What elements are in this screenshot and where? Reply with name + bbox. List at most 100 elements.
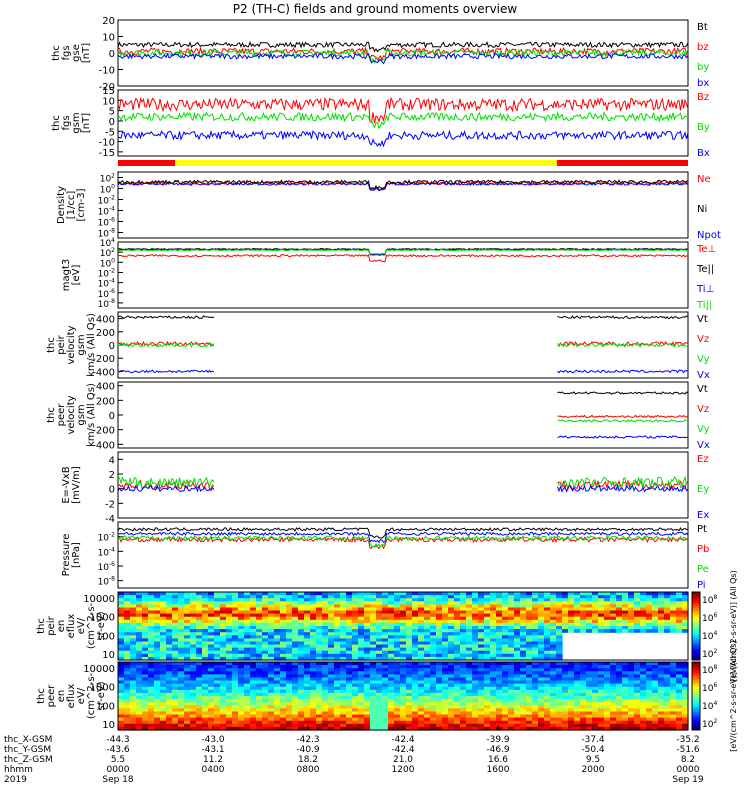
heatmap-cell [496, 619, 503, 624]
heatmap-cell [358, 723, 365, 728]
heatmap-cell [520, 601, 527, 605]
heatmap-cell [322, 610, 329, 615]
heatmap-cell [640, 680, 647, 685]
heatmap-cell [316, 622, 323, 627]
heatmap-cell [652, 622, 659, 627]
heatmap-cell [658, 699, 665, 703]
heatmap-cell [682, 686, 689, 691]
heatmap-cell [352, 665, 359, 669]
heatmap-cell [628, 626, 635, 630]
heatmap-cell [394, 641, 401, 646]
heatmap-cell [442, 671, 449, 675]
heatmap-cell [502, 723, 509, 728]
heatmap-cell [118, 632, 125, 636]
heatmap-cell [286, 601, 293, 605]
heatmap-cell [406, 641, 413, 646]
heatmap-cell [304, 650, 311, 655]
heatmap-cell [262, 635, 269, 639]
heatmap-cell [508, 613, 515, 618]
heatmap-cell [190, 632, 197, 636]
heatmap-cell [430, 674, 437, 679]
heatmap-cell [274, 644, 281, 649]
heatmap-cell [640, 696, 647, 700]
y-axis-label-line: thc [46, 337, 57, 353]
heatmap-cell [604, 662, 611, 666]
y-axis-label-line: velocity [66, 325, 77, 364]
heatmap-cell [478, 692, 485, 697]
heatmap-cell [322, 619, 329, 624]
series-line-Npot [117, 182, 689, 192]
heatmap-cell [184, 665, 191, 669]
heatmap-cell [328, 726, 335, 731]
heatmap-cell [622, 607, 629, 612]
heatmap-cell [514, 598, 521, 602]
heatmap-cell [412, 717, 419, 722]
heatmap-cell [436, 622, 443, 627]
heatmap-cell [670, 674, 677, 679]
heatmap-cell [430, 699, 437, 703]
heatmap-cell [124, 662, 131, 666]
heatmap-cell [448, 714, 455, 719]
heatmap-cell [364, 683, 371, 688]
colorbar-frame [691, 661, 701, 731]
heatmap-cell [316, 601, 323, 605]
heatmap-cell [604, 683, 611, 688]
heatmap-cell [502, 662, 509, 666]
heatmap-cell [166, 635, 173, 639]
heatmap-cell [478, 656, 485, 661]
heatmap-cell [550, 671, 557, 675]
heatmap-cell [232, 641, 239, 646]
heatmap-cell [568, 683, 575, 688]
heatmap-cell [154, 665, 161, 669]
heatmap-cell [586, 686, 593, 691]
heatmap-cell [184, 702, 191, 706]
heatmap-cell [274, 598, 281, 602]
heatmap-cell [640, 626, 647, 630]
series-line-Pi [117, 531, 689, 544]
heatmap-cell [508, 635, 515, 639]
heatmap-cell [364, 723, 371, 728]
heatmap-cell [220, 622, 227, 627]
heatmap-cell [400, 622, 407, 627]
y-tick-label: 10-8 [98, 298, 116, 310]
heatmap-cell [526, 619, 533, 624]
heatmap-cell [172, 616, 179, 621]
heatmap-cell [448, 604, 455, 609]
heatmap-cell [640, 619, 647, 624]
heatmap-cell [268, 626, 275, 630]
heatmap-cell [190, 686, 197, 691]
heatmap-cell [250, 683, 257, 688]
heatmap-cell [442, 680, 449, 685]
heatmap-cell [682, 610, 689, 615]
heatmap-cell [544, 689, 551, 694]
heatmap-cell [172, 683, 179, 688]
heatmap-cell [316, 717, 323, 722]
heatmap-cell [442, 622, 449, 627]
heatmap-cell [412, 607, 419, 612]
heatmap-cell [334, 665, 341, 669]
heatmap-cell [130, 720, 137, 725]
heatmap-cell [610, 677, 617, 682]
heatmap-cell [358, 717, 365, 722]
y-axis-label-line: thc [36, 618, 47, 634]
heatmap-cell [316, 711, 323, 716]
heatmap-cell [142, 680, 149, 685]
heatmap-cell [406, 674, 413, 679]
heatmap-cell [634, 699, 641, 703]
heatmap-cell [454, 647, 461, 652]
heatmap-cell [370, 598, 377, 602]
heatmap-cell [118, 680, 125, 685]
heatmap-cell [550, 702, 557, 706]
heatmap-cell [328, 662, 335, 666]
heatmap-cell [448, 629, 455, 633]
heatmap-cell [268, 656, 275, 661]
heatmap-cell [652, 629, 659, 633]
heatmap-cell [142, 592, 149, 596]
heatmap-cell [460, 674, 467, 679]
heatmap-cell [358, 665, 365, 669]
heatmap-cell [520, 616, 527, 621]
heatmap-cell [556, 641, 563, 646]
heatmap-cell [472, 601, 479, 605]
heatmap-cell [238, 686, 245, 691]
y-axis-label-line: [eV] [71, 265, 82, 286]
